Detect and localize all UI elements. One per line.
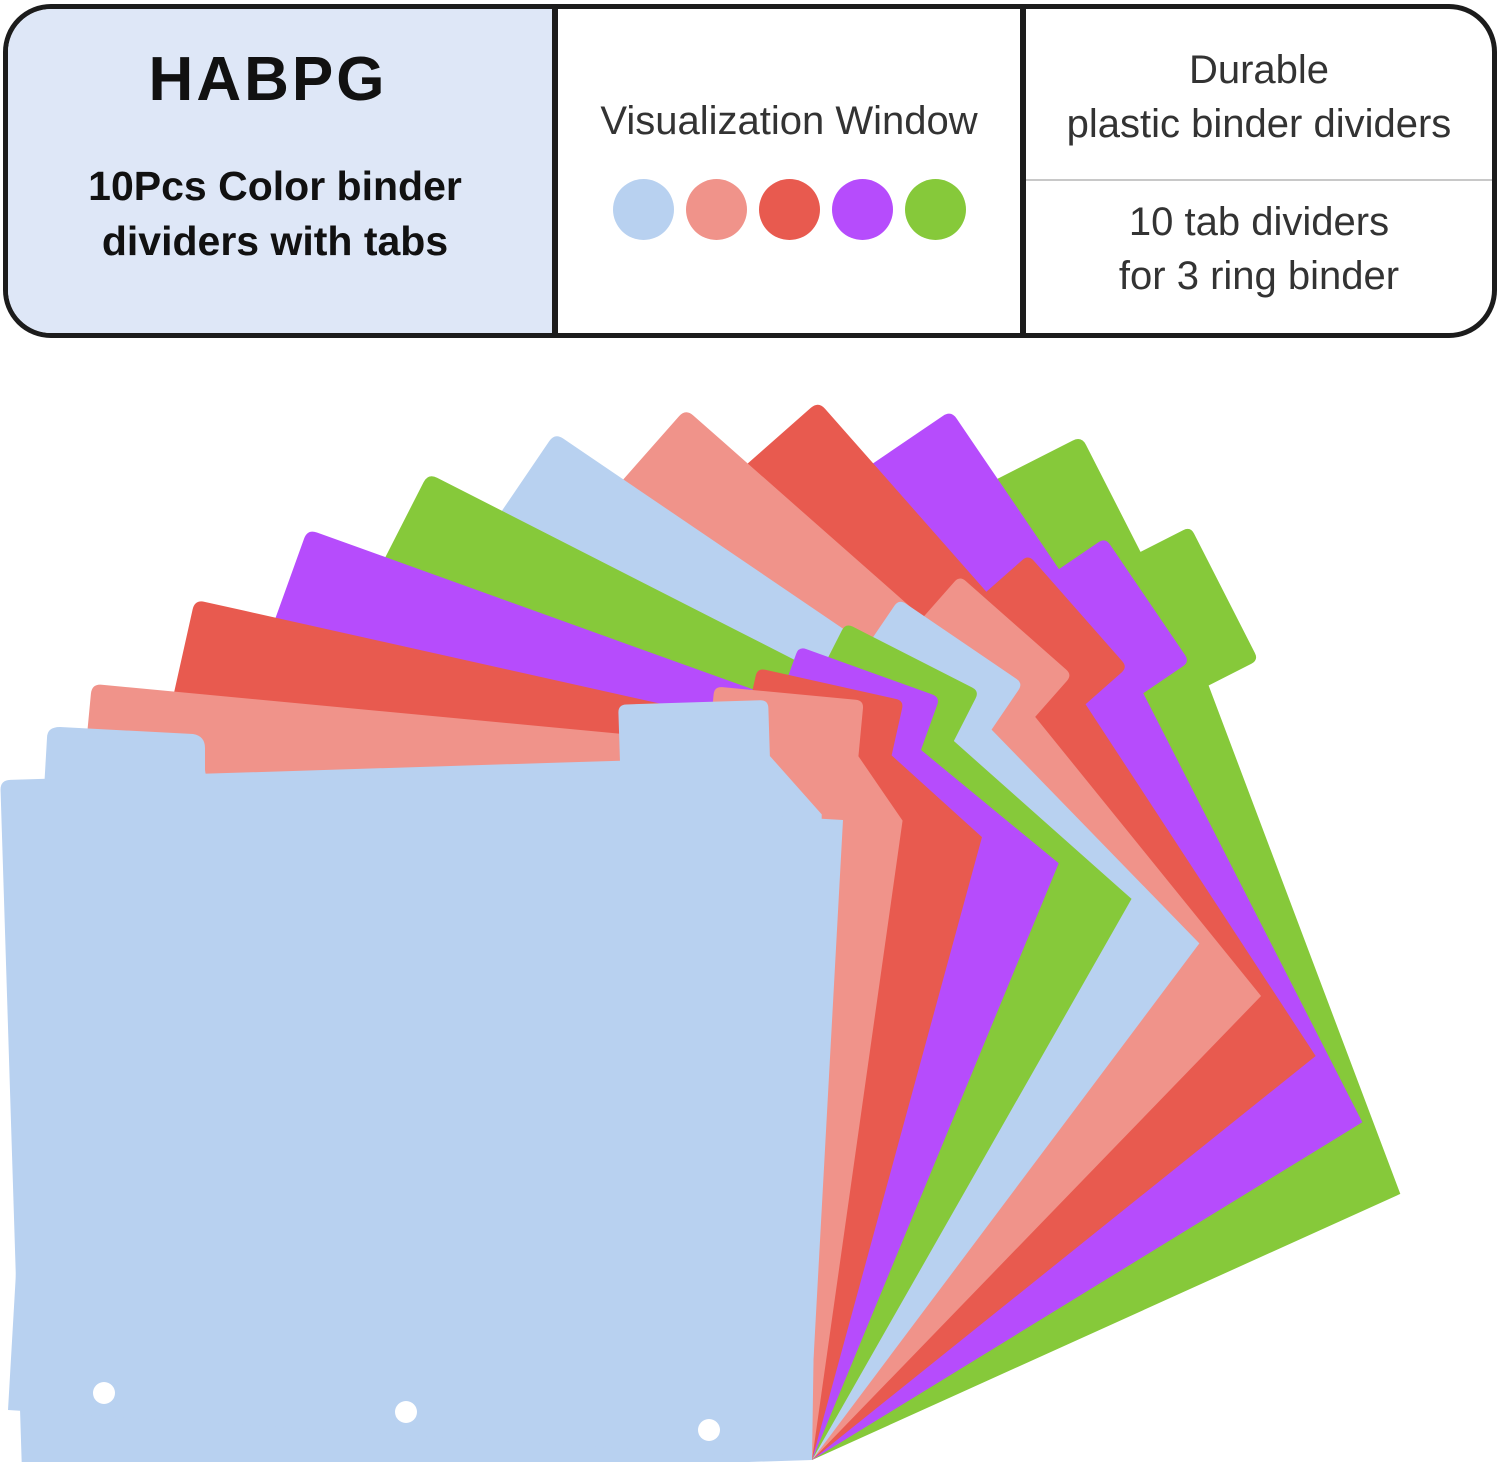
- divider-sheet-front: [8, 727, 843, 1460]
- swatch-purple: [831, 179, 893, 240]
- brand-name: HABPG: [148, 45, 388, 114]
- product-subtitle-line-1: 10Pcs Color binder: [88, 163, 462, 209]
- feature-tab-count-line-1: 10 tab dividers: [1128, 200, 1390, 244]
- feature-durable-line-2: plastic binder dividers: [1066, 102, 1452, 146]
- ring-hole-1: [93, 1382, 115, 1404]
- swatch-light-blue: [612, 179, 674, 240]
- color-swatches: [558, 179, 1020, 240]
- features-panel: Durable plastic binder dividers 10 tab d…: [1026, 9, 1492, 333]
- feature-tab-count: 10 tab dividers for 3 ring binder: [1026, 195, 1492, 303]
- feature-durable-line-1: Durable: [1188, 48, 1330, 92]
- ring-hole-2: [395, 1401, 417, 1423]
- swatch-green: [904, 179, 966, 240]
- swatch-red: [758, 179, 820, 240]
- feature-banner: HABPG 10Pcs Color binder dividers with t…: [3, 4, 1497, 338]
- feature-durable: Durable plastic binder dividers: [1026, 43, 1492, 151]
- visualization-panel: Visualization Window: [552, 9, 1026, 333]
- swatch-salmon: [685, 179, 747, 240]
- visualization-title: Visualization Window: [600, 99, 978, 143]
- feature-divider: [1026, 179, 1492, 181]
- product-subtitle: 10Pcs Color binder dividers with tabs: [8, 159, 542, 269]
- ring-hole-3: [698, 1419, 720, 1441]
- product-subtitle-line-2: dividers with tabs: [101, 218, 449, 264]
- brand-panel: HABPG 10Pcs Color binder dividers with t…: [8, 9, 552, 333]
- feature-tab-count-line-2: for 3 ring binder: [1118, 254, 1400, 298]
